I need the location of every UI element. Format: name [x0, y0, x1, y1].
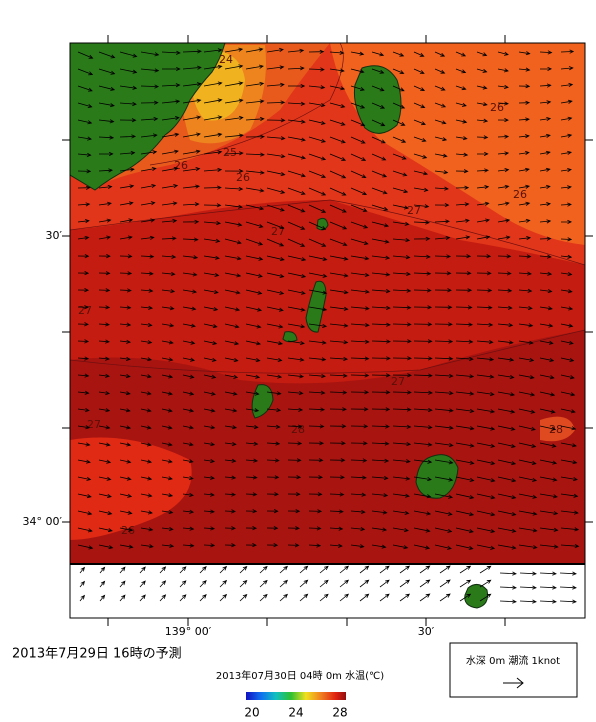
- contour-label: 27: [407, 204, 421, 217]
- colorbar-tick-label: 28: [332, 706, 347, 720]
- contour-label: 26: [174, 159, 188, 172]
- colorbar-tick-label: 20: [244, 706, 259, 720]
- lat-label: 34° 00′: [23, 515, 63, 528]
- contour-label: 25: [223, 146, 237, 159]
- colorbar: [246, 692, 346, 700]
- contour-label: 27: [87, 418, 101, 431]
- current-arrows: [77, 47, 580, 550]
- contour-label: 26: [121, 524, 135, 537]
- lat-label: 30′: [46, 229, 63, 242]
- graticule-ticks: [62, 35, 593, 626]
- contour-label: 26: [490, 101, 504, 114]
- map-frame: [69, 42, 586, 619]
- contour-label: 26: [236, 171, 250, 184]
- colorbar-tick-label: 24: [288, 706, 303, 720]
- contour-label: 26: [513, 188, 527, 201]
- lon-label: 30′: [418, 625, 435, 638]
- legend-text: 水深 0m 潮流 1knot: [466, 654, 560, 667]
- contour-label: 27: [271, 225, 285, 238]
- forecast-title: 2013年7月29日 16時の予測: [12, 647, 182, 662]
- map-subtitle: 2013年07月30日 04時 0m 水温(℃): [216, 669, 384, 682]
- contour-label: 24: [219, 53, 233, 66]
- contour-label: 27: [391, 375, 405, 388]
- lon-label: 139° 00′: [165, 625, 212, 638]
- contour-label: 28: [291, 423, 305, 436]
- legend-box: [449, 642, 578, 698]
- current-arrows: [79, 565, 577, 604]
- legend-arrow: [503, 677, 524, 689]
